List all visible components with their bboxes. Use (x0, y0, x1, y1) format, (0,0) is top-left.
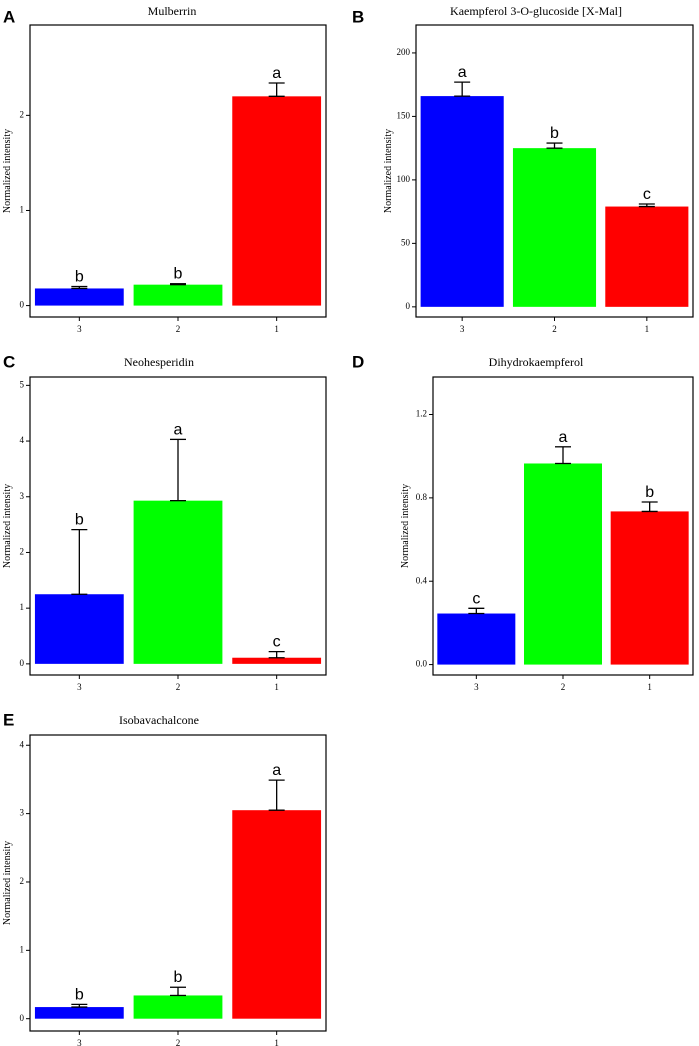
bar (512, 148, 597, 307)
bar (232, 657, 322, 664)
bar (610, 511, 689, 665)
chart-title: Mulberrin (148, 4, 197, 18)
bar (420, 96, 504, 307)
significance-label: c (643, 186, 651, 203)
panel-letter: C (3, 352, 15, 371)
x-tick-label: 3 (77, 324, 82, 334)
chart-title: Isobavachalcone (119, 713, 199, 727)
significance-label: b (75, 512, 84, 529)
panel-e: E Isobavachalcone b 3 b 2 a 1 0 1 2 3 4 Normalized in… (2, 710, 327, 1046)
y-tick-label: 5 (20, 379, 25, 389)
plot-frame (29, 24, 327, 318)
significance-label: a (559, 429, 568, 446)
y-tick-label: 50 (401, 237, 411, 247)
significance-label: a (272, 762, 281, 779)
significance-label: b (645, 484, 654, 501)
x-tick-label: 3 (77, 682, 82, 692)
x-tick-label: 2 (176, 682, 181, 692)
significance-label: b (174, 266, 183, 283)
plot-frame (29, 734, 327, 1032)
x-tick-label: 1 (645, 324, 650, 334)
y-tick-label: 4 (20, 739, 25, 749)
y-axis-label: Normalized intensity (2, 841, 13, 925)
significance-label: b (75, 986, 84, 1003)
significance-label: a (174, 421, 183, 438)
panel-a: A Mulberrin b 3 b 2 a 1 0 1 2 Normalized intensity (2, 4, 327, 334)
bar (232, 96, 322, 306)
y-tick-label: 200 (397, 47, 411, 57)
x-tick-label: 3 (460, 324, 465, 334)
y-tick-label: 3 (20, 491, 25, 501)
y-tick-label: 1 (20, 944, 25, 954)
y-tick-label: 0 (406, 301, 411, 311)
y-tick-label: 2 (20, 109, 25, 119)
chart-title: Neohesperidin (124, 355, 194, 369)
y-tick-label: 3 (20, 808, 25, 818)
plot-frame (29, 376, 327, 676)
x-tick-label: 2 (176, 324, 181, 334)
significance-label: b (75, 269, 84, 286)
significance-label: b (174, 969, 183, 986)
x-tick-label: 3 (77, 1038, 82, 1046)
significance-label: c (273, 634, 281, 651)
y-tick-label: 1.2 (416, 409, 427, 419)
bar (34, 594, 124, 664)
significance-label: a (458, 64, 467, 81)
plot-frame (432, 376, 694, 676)
y-tick-label: 1 (20, 602, 25, 612)
panel-letter: A (3, 7, 15, 26)
panel-letter: E (3, 710, 14, 729)
bar (605, 206, 689, 307)
y-axis-label: Normalized intensity (400, 484, 411, 568)
panel-b: B Kaempferol 3-O-glucoside [X-Mal]a3b2c10… (352, 4, 694, 334)
y-tick-label: 150 (397, 110, 411, 120)
panel-d: D Dihydrokaempferol c 3 a 2 b 1 0.0 0.4 0.8 1.2 Norm… (352, 352, 694, 692)
chart-title: Dihydrokaempferol (489, 355, 584, 369)
bar (34, 288, 124, 306)
y-tick-label: 100 (397, 174, 411, 184)
x-tick-label: 3 (474, 682, 479, 692)
y-tick-label: 1 (20, 205, 25, 215)
bar (524, 463, 602, 665)
x-tick-label: 2 (176, 1038, 181, 1046)
y-tick-label: 4 (20, 435, 25, 445)
bar (232, 810, 322, 1019)
bar (437, 613, 516, 665)
bar (133, 500, 223, 664)
x-tick-label: 2 (561, 682, 566, 692)
x-tick-label: 2 (552, 324, 557, 334)
x-tick-label: 1 (274, 324, 279, 334)
bar (133, 284, 223, 306)
panel-c: C Neohesperidin b 3 a 2 c 1 0 1 2 3 4 5 Normalized int… (2, 352, 327, 692)
y-tick-label: 0.8 (416, 492, 428, 502)
x-tick-label: 1 (647, 682, 652, 692)
y-axis-label: Normalized intensity (2, 129, 13, 213)
x-tick-label: 1 (274, 1038, 279, 1046)
plot-frame (415, 24, 694, 318)
x-tick-label: 1 (274, 682, 279, 692)
y-tick-label: 0 (20, 658, 25, 668)
y-axis-label: Normalized intensity (2, 484, 13, 568)
y-tick-label: 0 (20, 1013, 25, 1023)
y-tick-label: 2 (20, 547, 25, 557)
y-tick-label: 2 (20, 876, 25, 886)
y-tick-label: 0.4 (416, 575, 428, 585)
y-axis-label: Normalized intensity (383, 129, 394, 213)
significance-label: a (272, 65, 281, 82)
chart-title: Kaempferol 3-O-glucoside [X-Mal] (450, 4, 622, 18)
y-tick-label: 0.0 (416, 659, 428, 669)
bar (34, 1007, 124, 1019)
significance-label: b (550, 125, 559, 142)
bar (133, 995, 223, 1019)
y-tick-label: 0 (20, 300, 25, 310)
panel-letter: D (352, 352, 364, 371)
panel-letter: B (352, 7, 364, 26)
significance-label: c (472, 590, 480, 607)
